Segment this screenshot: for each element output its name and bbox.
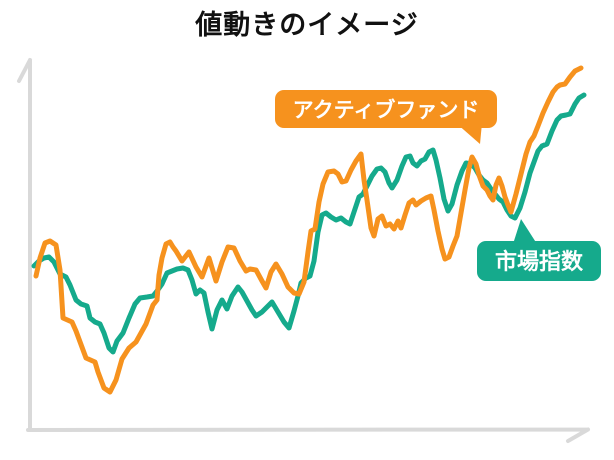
market-index-bubble: 市場指数 bbox=[477, 219, 601, 281]
y-axis bbox=[17, 58, 32, 432]
market-index-bubble-tail bbox=[513, 219, 537, 244]
market-index-bubble-body bbox=[477, 241, 601, 281]
active-fund-bubble: アクティブファンド bbox=[275, 90, 497, 144]
page-title: 値動きのイメージ bbox=[195, 10, 419, 41]
active-fund-bubble-body bbox=[275, 90, 497, 128]
market-index-bubble-label: 市場指数 bbox=[495, 249, 584, 275]
active-fund-bubble-label: アクティブファンド bbox=[293, 98, 480, 122]
x-axis bbox=[26, 427, 590, 443]
active-fund-line bbox=[33, 65, 584, 395]
active-fund-bubble-tail bbox=[456, 123, 482, 144]
market-index-line bbox=[31, 92, 587, 355]
